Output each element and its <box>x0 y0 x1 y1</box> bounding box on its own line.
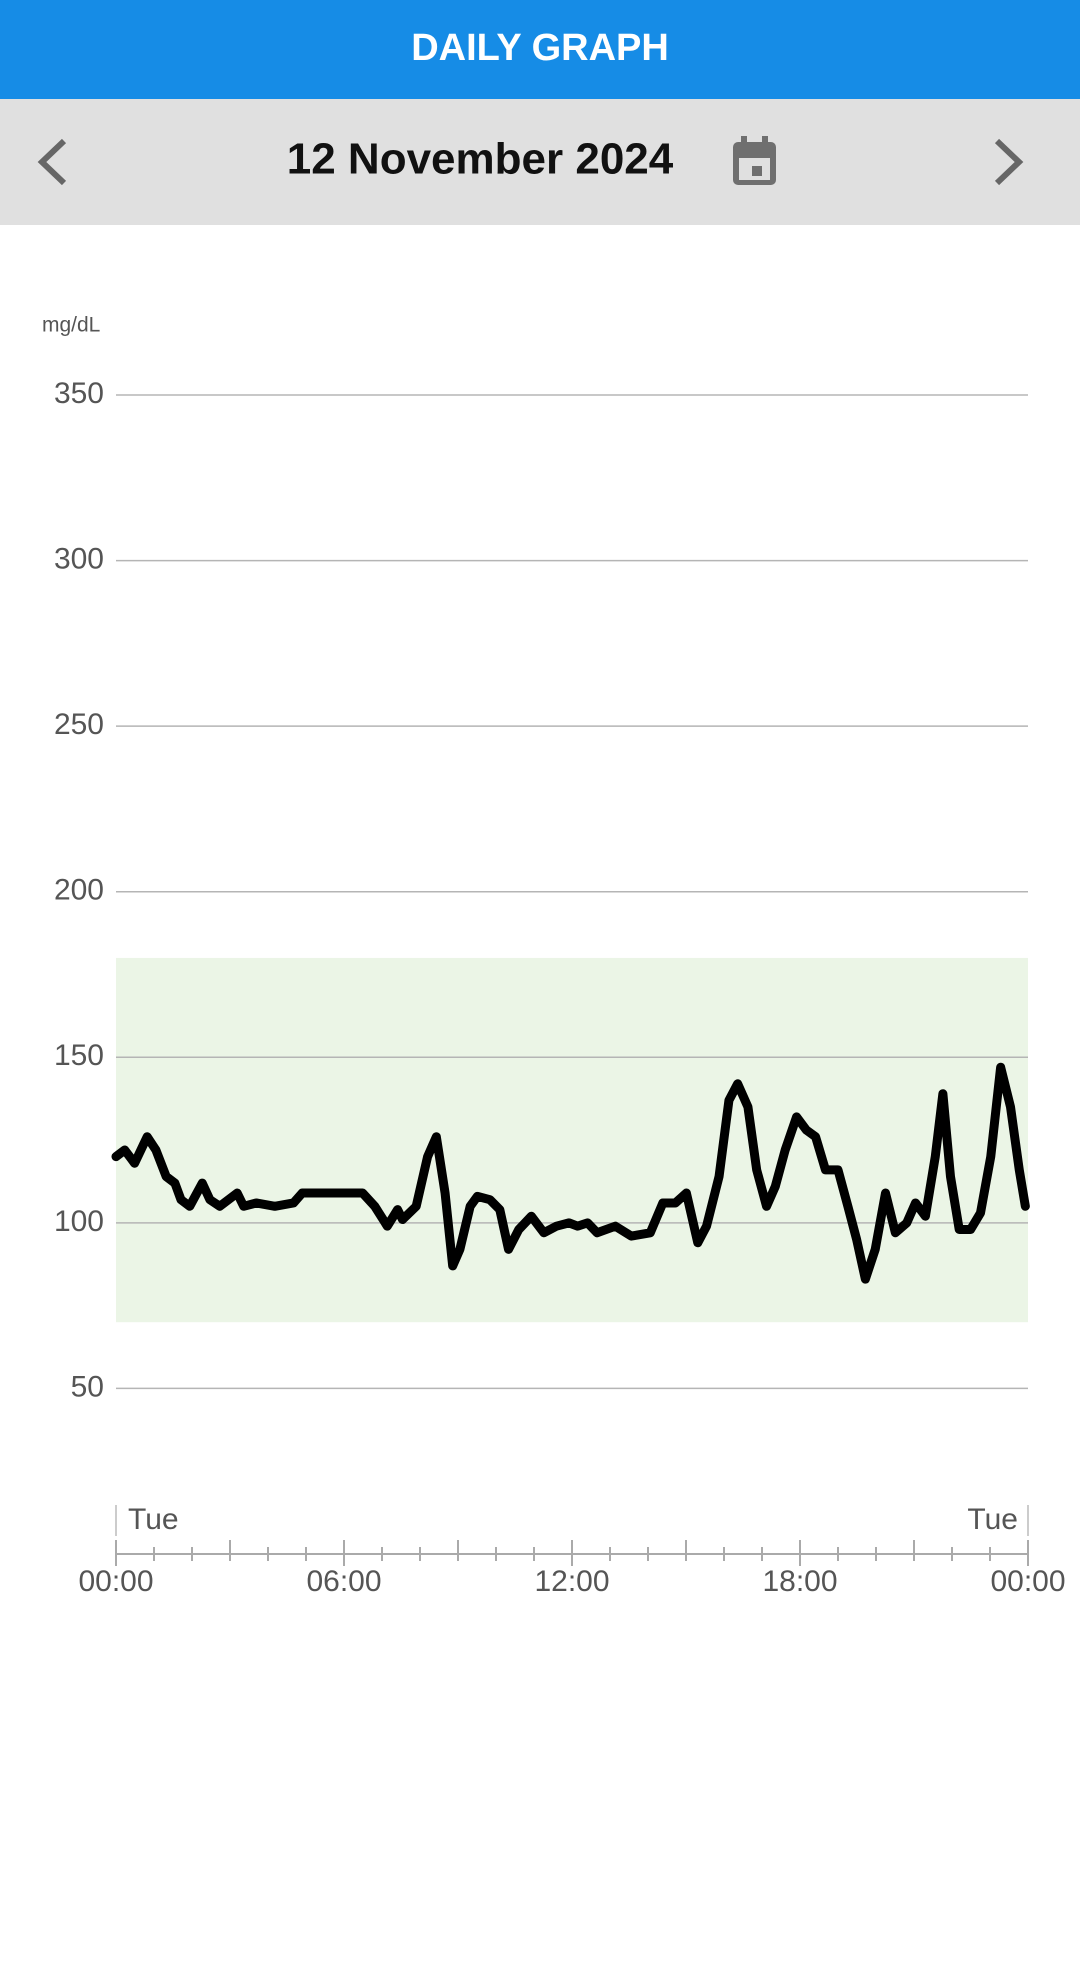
calendar-button[interactable] <box>733 136 776 185</box>
x-tick-label: 18:00 <box>762 1565 837 1598</box>
calendar-icon-ring <box>741 136 747 146</box>
y-tick-label: 300 <box>54 542 104 575</box>
prev-day-button[interactable] <box>37 138 67 186</box>
y-tick-label: 100 <box>54 1205 104 1238</box>
plot-area: 50 100 150 200 250 300 350 00:00 06:00 12:00 18:00… <box>54 377 1066 1598</box>
calendar-icon-day <box>752 166 762 176</box>
header-bar <box>0 0 1080 99</box>
y-tick-label: 50 <box>71 1370 104 1403</box>
glucose-line <box>111 1062 1030 1284</box>
y-tick-label: 200 <box>54 874 104 907</box>
day-label: Tue <box>967 1503 1018 1536</box>
x-tick-label: 00:00 <box>990 1565 1065 1598</box>
x-tick-label: 00:00 <box>78 1565 153 1598</box>
y-tick-label: 350 <box>54 377 104 410</box>
calendar-icon-ring <box>762 136 768 146</box>
x-tick-label: 06:00 <box>306 1565 381 1598</box>
target-range <box>116 957 1028 1323</box>
date-label: 12 November 2024 <box>287 135 674 184</box>
x-tick-label: 12:00 <box>534 1565 609 1598</box>
date-bar <box>0 99 1080 225</box>
y-tick-label: 150 <box>54 1039 104 1072</box>
y-unit-label: mg/dL <box>42 314 100 337</box>
day-label: Tue <box>128 1503 179 1536</box>
next-day-button[interactable] <box>994 138 1024 186</box>
y-tick-label: 250 <box>54 708 104 741</box>
header-title: DAILY GRAPH <box>411 27 669 69</box>
